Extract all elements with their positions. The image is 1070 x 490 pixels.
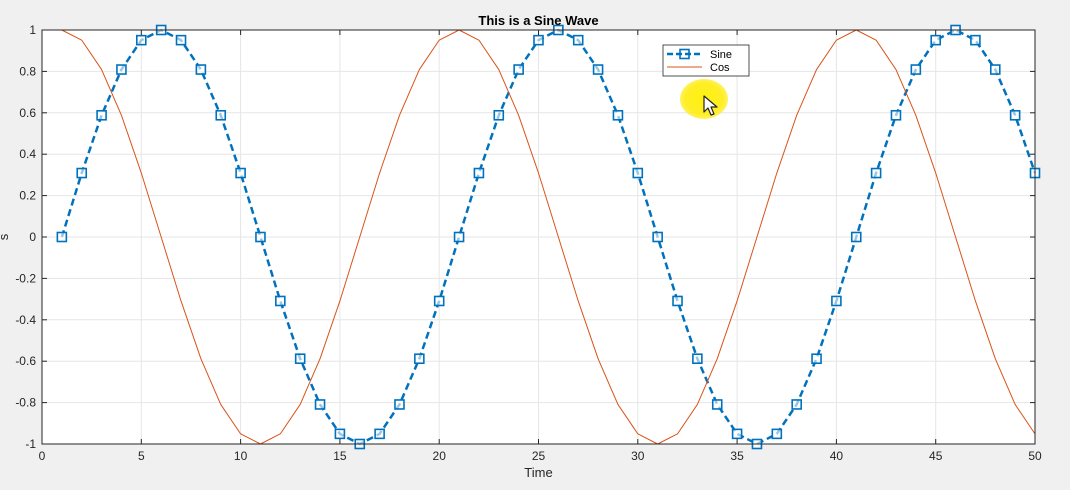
y-tick-label: -0.2 — [15, 271, 36, 285]
legend-box — [662, 44, 750, 77]
series-marker-sine — [235, 167, 246, 179]
series-marker-sine — [334, 428, 346, 440]
series-marker-sine — [294, 353, 306, 365]
x-axis-label: Time — [524, 465, 552, 480]
series-marker-sine — [76, 167, 88, 179]
series-marker-sine — [970, 34, 981, 46]
series-line-sine — [60, 28, 1037, 446]
series-marker-sine — [731, 428, 743, 440]
series-marker-sine — [989, 64, 1001, 75]
legend-sine-label: Sine — [710, 49, 732, 61]
series-line-cos — [61, 29, 1036, 445]
y-tick-label: 0.2 — [19, 189, 36, 203]
y-tick-label: 0.4 — [19, 147, 36, 161]
series-marker-sine — [672, 295, 683, 307]
series-marker-sine — [56, 231, 68, 243]
series-marker-sine — [275, 295, 286, 307]
series-marker-sine — [791, 399, 802, 410]
series-marker-sine — [473, 167, 485, 179]
series-marker-sine — [652, 231, 663, 243]
x-tick-label: 0 — [39, 449, 46, 463]
axis-ticks: 0 5 10 15 20 25 30 35 40 45 50 -1 -0.8 -0.6 -0.4 -0.2 0 0… — [15, 23, 1042, 463]
series-marker-sine — [255, 231, 266, 243]
series-marker-sine — [453, 231, 465, 243]
series-marker-sine — [612, 109, 624, 121]
series-marker-sine — [175, 34, 187, 46]
series-marker-sine — [930, 34, 942, 46]
series-marker-sine — [1009, 109, 1021, 121]
y-tick-label: -1 — [25, 437, 36, 451]
series-marker-sine — [850, 231, 862, 243]
series-marker-sine — [394, 399, 405, 410]
series-marker-sine — [533, 34, 544, 46]
series-marker-sine — [910, 64, 922, 75]
x-tick-label: 20 — [433, 449, 447, 463]
x-tick-label: 30 — [631, 449, 645, 463]
series-marker-sine — [890, 109, 902, 121]
series-marker-sine — [195, 64, 207, 75]
series-marker-sine — [592, 64, 604, 75]
legend-sine-marker — [679, 48, 690, 60]
series-marker-sine — [493, 109, 505, 121]
series-marker-sine — [572, 34, 584, 46]
y-tick-label: 0.8 — [19, 64, 36, 78]
legend[interactable]: Sine Cos — [662, 44, 750, 77]
series-marker-sine — [513, 64, 524, 75]
x-tick-label: 50 — [1028, 449, 1042, 463]
y-tick-label: 1 — [29, 23, 36, 37]
y-tick-label: -0.8 — [15, 396, 36, 410]
series-marker-sine — [314, 399, 326, 410]
series-marker-sine — [136, 34, 147, 46]
series-layer — [56, 24, 1041, 450]
y-tick-label: -0.4 — [15, 313, 36, 327]
series-marker-sine — [96, 109, 107, 121]
x-tick-label: 10 — [234, 449, 248, 463]
series-marker-sine — [711, 399, 723, 410]
series-marker-sine — [215, 109, 227, 121]
series-marker-sine — [831, 295, 842, 307]
series-marker-sine — [374, 428, 385, 440]
x-tick-label: 25 — [532, 449, 546, 463]
x-tick-label: 35 — [730, 449, 744, 463]
y-tick-label: -0.6 — [15, 354, 36, 368]
series-marker-sine — [692, 353, 703, 365]
y-axis-label: s — [0, 233, 11, 240]
legend-cos-label: Cos — [710, 62, 730, 74]
series-marker-sine — [116, 64, 127, 75]
y-tick-label: 0.6 — [19, 106, 36, 120]
x-tick-label: 15 — [333, 449, 347, 463]
series-marker-sine — [433, 295, 445, 307]
series-marker-sine — [771, 428, 783, 440]
x-tick-label: 45 — [929, 449, 943, 463]
y-tick-label: 0 — [29, 230, 36, 244]
x-tick-label: 40 — [830, 449, 844, 463]
series-marker-sine — [632, 167, 644, 179]
mouse-pointer-icon — [703, 95, 718, 116]
series-marker-sine — [811, 353, 822, 365]
series-marker-sine — [414, 353, 425, 365]
series-marker-sine — [870, 167, 882, 179]
x-tick-label: 5 — [138, 449, 145, 463]
chart-title: This is a Sine Wave — [478, 13, 598, 28]
